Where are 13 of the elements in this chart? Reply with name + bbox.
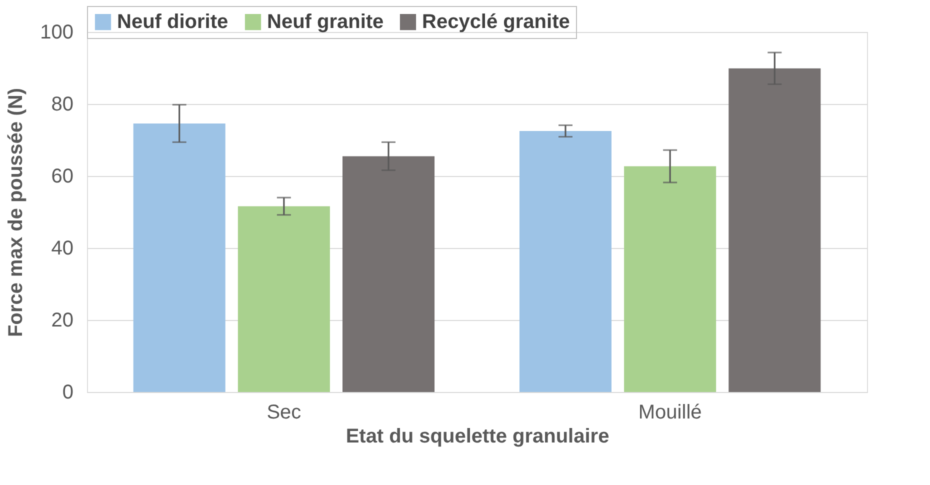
legend-label: Recyclé granite: [422, 11, 570, 33]
y-tick-label: 0: [62, 382, 74, 404]
x-tick-label: Sec: [266, 402, 302, 424]
x-tick-label: Mouillé: [638, 402, 702, 424]
y-tick-label: 60: [51, 166, 74, 188]
legend-label: Neuf diorite: [117, 11, 228, 33]
x-axis-title: Etat du squelette granulaire: [346, 426, 610, 448]
y-tick-label: 40: [51, 238, 74, 260]
y-tick-label: 80: [51, 94, 74, 116]
y-tick-label: 100: [40, 22, 74, 44]
legend-label: Neuf granite: [267, 11, 384, 33]
y-tick-label: 20: [51, 310, 74, 332]
y-axis-title: Force max de poussée (N): [5, 88, 28, 337]
